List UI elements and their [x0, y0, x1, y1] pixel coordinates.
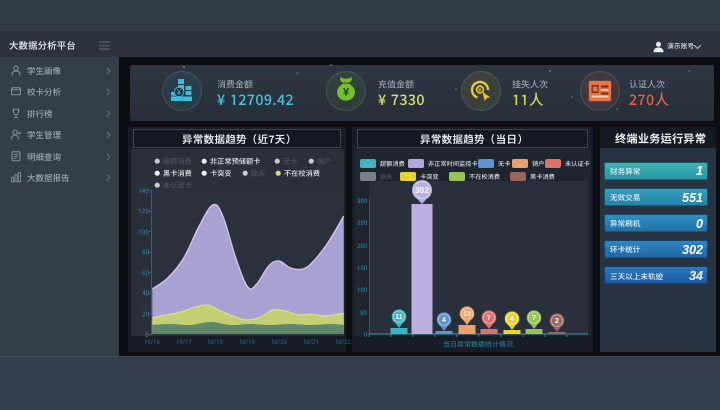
svg-text:¥: ¥: [343, 87, 350, 99]
svg-text:4: 4: [510, 316, 514, 323]
svg-text:4: 4: [442, 317, 446, 324]
svg-text:2: 2: [555, 318, 559, 325]
svg-text:¥: ¥: [176, 88, 182, 97]
svg-text:10: 10: [463, 311, 471, 318]
svg-text:7: 7: [487, 315, 491, 322]
svg-text:302: 302: [415, 185, 429, 195]
svg-text:¥: ¥: [478, 87, 482, 94]
svg-text:7: 7: [532, 315, 536, 322]
svg-text:11: 11: [395, 314, 403, 321]
